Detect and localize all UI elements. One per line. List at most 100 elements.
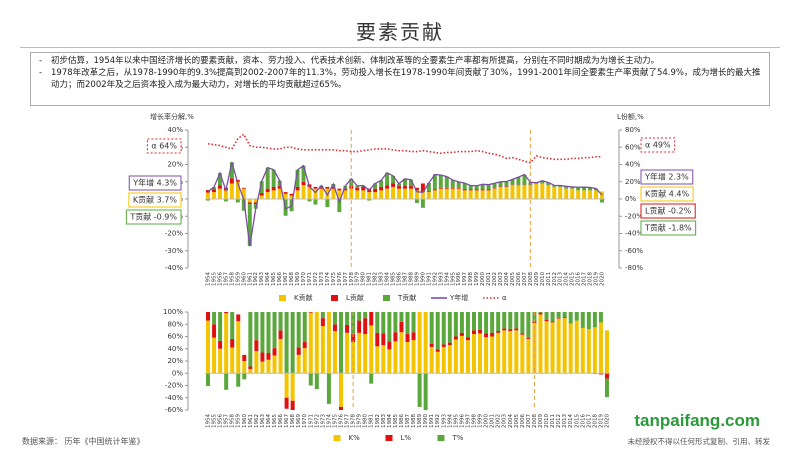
y2-tick-label: 40% (625, 161, 641, 169)
bar (301, 185, 306, 199)
bar (456, 187, 461, 189)
bar (538, 314, 543, 374)
x-tick-label: 2013 (558, 272, 564, 286)
x-tick-label: 1991 (429, 414, 435, 428)
bar (290, 400, 295, 410)
bar (355, 185, 360, 188)
bar (465, 312, 470, 338)
bar (484, 337, 489, 374)
bar (556, 318, 561, 374)
bar (367, 199, 372, 201)
annotation: T贡献 -0.9% (129, 212, 177, 222)
x-tick-label: 1960 (242, 414, 248, 428)
bar (357, 320, 362, 333)
bar (522, 185, 527, 199)
y-tick-label: 20% (167, 357, 183, 365)
bar (562, 317, 567, 319)
line (207, 133, 603, 164)
bar (465, 340, 470, 374)
x-tick-label: 1964 (266, 414, 272, 428)
x-tick-label: 1987 (403, 272, 409, 286)
bar (397, 188, 401, 199)
y-tick-label: -20% (165, 382, 183, 390)
bar (254, 312, 259, 341)
bar (212, 324, 217, 338)
x-tick-label: 2004 (508, 414, 514, 428)
bar (478, 312, 483, 330)
bar (438, 175, 443, 188)
x-tick-label: 2005 (514, 414, 520, 428)
bar (508, 330, 513, 374)
bar (414, 190, 419, 199)
y-tick-label: -30% (165, 247, 183, 255)
bar (417, 312, 422, 374)
bar (385, 172, 390, 186)
bar (484, 333, 489, 338)
bar (272, 355, 277, 374)
legend-label: L% (401, 434, 412, 442)
bar (516, 177, 521, 185)
bar (411, 332, 416, 341)
bar (423, 373, 428, 410)
bar (453, 339, 458, 374)
bar (373, 188, 378, 193)
x-tick-label: 2015 (570, 272, 576, 286)
x-tick-label: 1994 (444, 272, 450, 286)
bar (259, 195, 264, 199)
annotation-box (146, 138, 182, 154)
x-tick-label: 1974 (325, 272, 331, 286)
bar (375, 346, 380, 374)
x-tick-label: 1966 (278, 414, 284, 428)
x-tick-label: 1999 (474, 272, 480, 286)
bar (235, 181, 240, 199)
bar (510, 184, 515, 186)
bar (248, 368, 253, 374)
bar (504, 181, 509, 187)
bar (355, 187, 360, 191)
x-tick-label: 1975 (332, 414, 338, 428)
x-tick-label: 2010 (544, 414, 550, 428)
bar (447, 342, 452, 346)
bar (387, 349, 392, 374)
x-tick-label: 2001 (490, 414, 496, 428)
bar (588, 187, 593, 191)
bar (236, 321, 241, 374)
bar (528, 182, 533, 185)
bar (387, 341, 392, 350)
x-tick-label: 1961 (248, 414, 254, 428)
x-tick-label: 1954 (205, 272, 211, 286)
x-tick-label: 1980 (361, 272, 367, 286)
bar (414, 199, 419, 203)
x-tick-label: 2019 (598, 414, 604, 428)
bar (277, 188, 282, 199)
x-tick-label: 1974 (326, 414, 332, 428)
bar (510, 185, 515, 199)
bar (217, 173, 222, 186)
x-tick-label: 1988 (411, 414, 417, 428)
bar (600, 191, 604, 199)
x-tick-label: 2003 (502, 414, 508, 428)
bar (313, 199, 318, 205)
bar (253, 202, 258, 205)
bar (471, 334, 476, 374)
x-tick-label: 1990 (423, 414, 429, 428)
bar (480, 189, 485, 191)
legend-label: K贡献 (294, 293, 313, 302)
bar (217, 185, 222, 189)
bar (217, 188, 222, 199)
y-tick-label: -40% (165, 394, 183, 402)
x-tick-label: 1971 (308, 414, 314, 428)
bar (409, 179, 413, 187)
bar (471, 312, 476, 331)
bar (278, 330, 283, 339)
title: 要素贡献 (356, 22, 444, 44)
bar (301, 181, 306, 186)
bar (278, 338, 283, 374)
x-tick-label: 1969 (296, 414, 302, 428)
bar (403, 186, 407, 189)
bar (301, 165, 306, 182)
y2-tick-label: 20% (625, 178, 641, 186)
bar (229, 162, 234, 179)
x-tick-label: 1992 (435, 414, 441, 428)
line (207, 162, 603, 247)
